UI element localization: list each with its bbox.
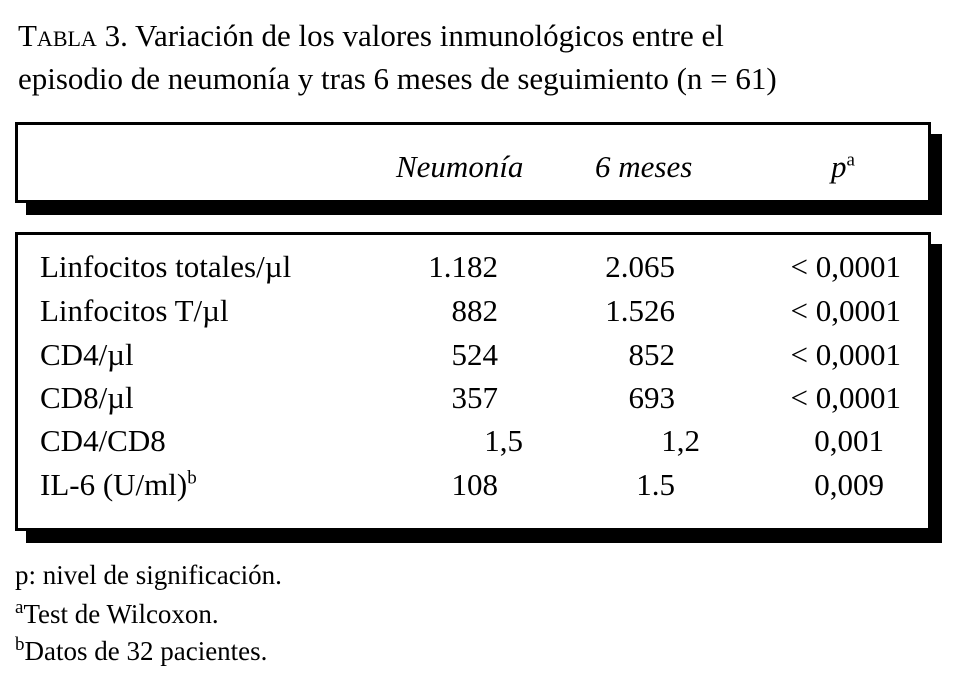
table-body-box: Linfocitos totales/µl 1.182 2.065 < 0,0001 L…: [15, 232, 931, 531]
header-p: pa: [831, 149, 855, 184]
row-label: Linfocitos totales/µl: [40, 249, 292, 284]
6-meses-value: 693: [628, 380, 676, 415]
p-value: 0,009: [814, 467, 884, 502]
table-title: Tabla 3. Variación de los valores inmuno…: [18, 14, 777, 100]
neumonia-value: 357: [451, 380, 499, 415]
footnote-p: p: nivel de significación.: [15, 560, 282, 590]
row-label: CD4/CD8: [40, 423, 166, 458]
p-value: < 0,0001: [790, 293, 901, 328]
header-6-meses: 6 meses: [595, 149, 693, 184]
table-header-box: Neumonía 6 meses pa: [15, 122, 931, 203]
neumonia-value: 1,5: [484, 423, 523, 458]
p-value: < 0,0001: [790, 337, 901, 372]
footnote-b: bDatos de 32 pacientes.: [15, 634, 268, 666]
row-label: Linfocitos T/µl: [40, 293, 229, 328]
footnote-a: aTest de Wilcoxon.: [15, 597, 219, 629]
table-row: CD8/µl 357 693 < 0,0001: [18, 380, 928, 424]
row-label: IL-6 (U/ml)b: [40, 467, 197, 502]
title-line-2: episodio de neumonía y tras 6 meses de s…: [18, 61, 777, 96]
6-meses-value: 852: [628, 337, 676, 372]
table-row: IL-6 (U/ml)b 108 1.5 0,009: [18, 467, 928, 511]
row-label: CD4/µl: [40, 337, 134, 372]
header-neumonia: Neumonía: [396, 149, 524, 184]
table-row: Linfocitos T/µl 882 1.526 < 0,0001: [18, 293, 928, 337]
6-meses-value: 2.065: [605, 249, 675, 284]
table-row: CD4/µl 524 852 < 0,0001: [18, 337, 928, 381]
table-row: CD4/CD8 1,5 1,2 0,001: [18, 423, 928, 467]
p-value: 0,001: [814, 423, 884, 458]
neumonia-value: 524: [451, 337, 499, 372]
p-value: < 0,0001: [790, 249, 901, 284]
title-line-1: 3. Variación de los valores inmunológico…: [96, 18, 724, 53]
table-row: Linfocitos totales/µl 1.182 2.065 < 0,0001: [18, 249, 928, 293]
6-meses-value: 1.5: [636, 467, 675, 502]
neumonia-value: 882: [451, 293, 499, 328]
6-meses-value: 1,2: [661, 423, 700, 458]
table-label: Tabla: [18, 18, 97, 53]
p-value: < 0,0001: [790, 380, 901, 415]
neumonia-value: 1.182: [428, 249, 498, 284]
6-meses-value: 1.526: [605, 293, 675, 328]
neumonia-value: 108: [451, 467, 499, 502]
row-label: CD8/µl: [40, 380, 134, 415]
